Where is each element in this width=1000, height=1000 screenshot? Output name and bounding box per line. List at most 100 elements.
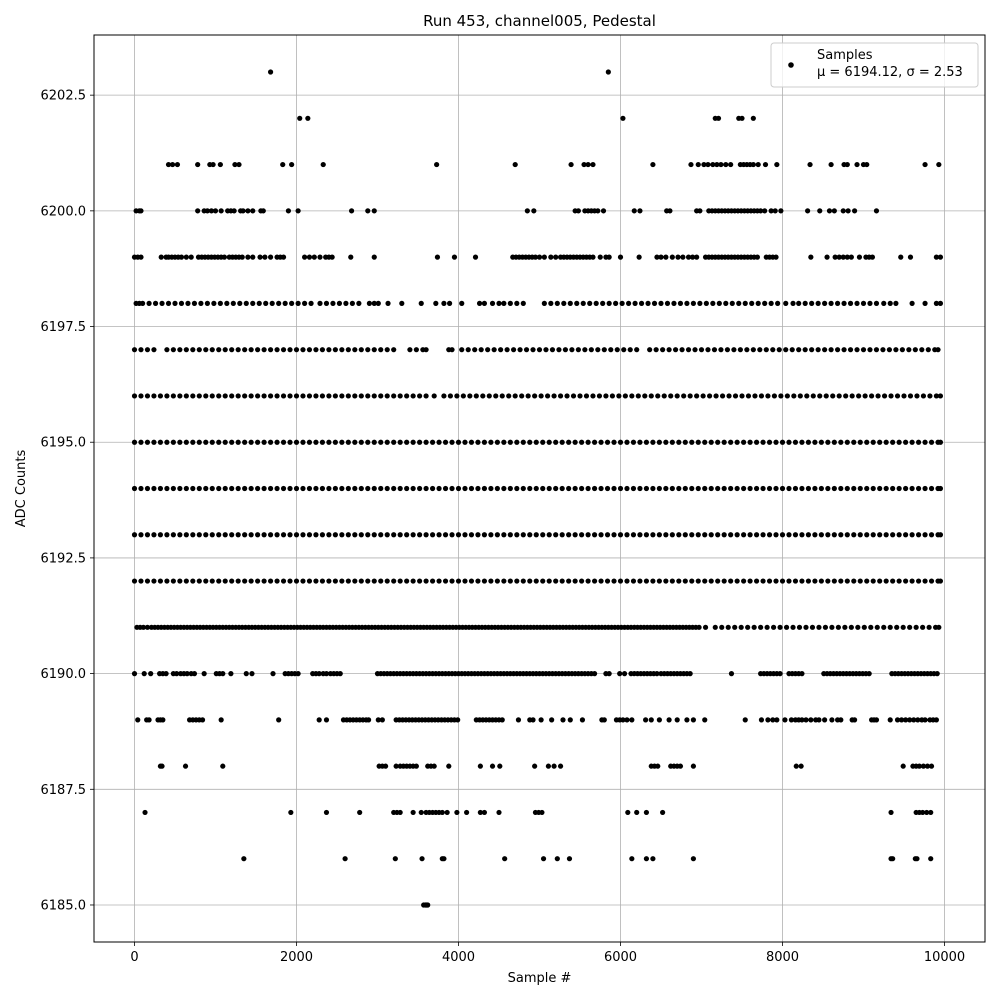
data-point (818, 485, 824, 492)
data-point (496, 300, 502, 306)
data-point (637, 532, 643, 538)
data-point (520, 532, 526, 538)
x-tick-label: 0 (130, 950, 138, 965)
data-point (419, 856, 425, 862)
data-point (617, 254, 624, 260)
data-point (779, 439, 786, 445)
data-point (760, 439, 766, 445)
data-point (656, 578, 662, 584)
data-point (316, 671, 322, 677)
data-point (358, 532, 364, 538)
data-point (920, 763, 927, 769)
data-point (611, 578, 617, 584)
data-point (753, 485, 760, 492)
data-point (887, 624, 893, 630)
data-point (371, 254, 377, 260)
data-point (768, 208, 774, 214)
data-point (710, 161, 716, 168)
data-point (170, 485, 176, 492)
data-point (703, 300, 709, 306)
data-point (937, 532, 944, 538)
data-point (465, 347, 471, 353)
data-point (857, 439, 863, 445)
data-point (831, 439, 837, 445)
data-point (845, 208, 851, 214)
data-point (527, 485, 533, 492)
data-point (609, 393, 616, 399)
data-point (616, 393, 622, 399)
data-point (245, 208, 251, 214)
data-point (536, 254, 543, 260)
data-point (796, 624, 803, 630)
data-point (579, 532, 585, 538)
data-point (667, 208, 673, 214)
data-point (549, 347, 556, 353)
data-point (345, 393, 351, 399)
data-point (718, 161, 724, 168)
data-point (669, 578, 675, 584)
data-point (481, 485, 488, 492)
data-point (417, 393, 423, 399)
data-point (920, 393, 927, 399)
data-point (232, 161, 238, 168)
data-point (282, 300, 288, 306)
data-point (883, 439, 889, 445)
data-point (248, 439, 254, 445)
data-point (893, 347, 899, 353)
data-point (894, 393, 901, 399)
data-point (694, 393, 700, 399)
data-point (723, 300, 729, 306)
data-point (365, 578, 371, 584)
data-point (378, 439, 384, 445)
data-point (293, 439, 300, 445)
data-point (770, 717, 776, 723)
data-point (877, 485, 883, 492)
data-point (267, 69, 274, 75)
data-point (705, 161, 711, 168)
data-point (297, 115, 303, 121)
data-point (805, 439, 812, 445)
data-point (575, 208, 581, 214)
data-point (164, 532, 170, 538)
data-point (728, 671, 735, 677)
data-point (745, 393, 752, 399)
data-point (773, 532, 779, 538)
data-point (862, 393, 868, 399)
data-point (631, 208, 637, 214)
data-point (209, 578, 215, 584)
data-point (788, 717, 795, 723)
data-point (472, 254, 479, 260)
data-point (417, 485, 423, 492)
data-point (629, 393, 635, 399)
data-point (138, 578, 144, 584)
data-point (548, 300, 554, 306)
data-point (404, 439, 410, 445)
data-point (174, 671, 180, 677)
data-point (645, 300, 651, 306)
data-point (293, 532, 300, 538)
data-point (728, 532, 734, 538)
data-point (604, 439, 611, 445)
data-point (261, 439, 267, 445)
data-point (190, 347, 196, 353)
data-point (617, 485, 624, 492)
data-point (449, 439, 455, 445)
data-point (280, 161, 286, 168)
data-point (475, 532, 481, 538)
data-point (300, 578, 306, 584)
data-point (572, 578, 578, 584)
data-point (165, 300, 172, 306)
data-point (650, 161, 656, 168)
data-point (937, 578, 944, 584)
data-point (855, 624, 861, 630)
data-point (624, 532, 630, 538)
data-point (230, 300, 236, 306)
data-point (772, 208, 778, 214)
data-point (849, 393, 855, 399)
data-point (151, 532, 157, 538)
data-point (501, 532, 507, 538)
data-point (499, 717, 505, 723)
data-point (784, 393, 790, 399)
data-point (747, 439, 753, 445)
data-point (663, 254, 669, 260)
